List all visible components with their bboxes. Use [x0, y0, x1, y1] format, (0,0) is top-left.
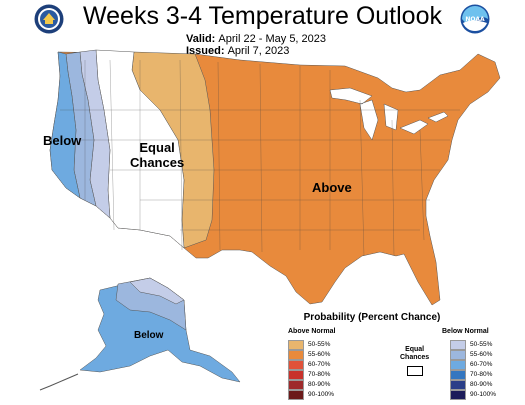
doc-seal-icon: [34, 4, 64, 34]
valid-value: April 22 - May 5, 2023: [218, 33, 327, 45]
legend-equal-label-1: Equal: [405, 346, 425, 353]
legend: Probability (Percent Chance) Above Norma…: [282, 312, 518, 404]
legend-equal-label-2: Chances: [400, 354, 430, 361]
label-above: Above: [312, 180, 352, 195]
label-below-west: Below: [43, 133, 82, 148]
legend-above-header: Above Normal: [288, 328, 336, 335]
legend-below-range: 60-70%: [470, 361, 493, 368]
legend-above-swatch: [288, 340, 304, 350]
label-below-alaska: Below: [134, 330, 164, 341]
aleutians: [39, 373, 79, 391]
legend-title: Probability (Percent Chance): [303, 312, 441, 323]
legend-above-range: 60-70%: [308, 361, 331, 368]
legend-below-swatch: [450, 390, 466, 400]
svg-text:NOAA: NOAA: [465, 16, 485, 23]
legend-above-swatch: [288, 380, 304, 390]
issued-value: April 7, 2023: [227, 45, 290, 57]
legend-above-swatch: [288, 350, 304, 360]
legend-below-header: Below Normal: [442, 328, 489, 335]
legend-below-swatch: [450, 380, 466, 390]
legend-above-range: 70-80%: [308, 371, 331, 378]
legend-below-swatch: [450, 350, 466, 360]
legend-above-range: 55-60%: [308, 351, 331, 358]
legend-equal-swatch: [407, 366, 423, 376]
legend-above-swatch: [288, 370, 304, 380]
legend-below-swatch: [450, 360, 466, 370]
legend-above-range: 90-100%: [308, 391, 335, 398]
legend-equal-chances: Equal Chances: [400, 346, 429, 362]
legend-below-swatch: [450, 370, 466, 380]
legend-below-range: 55-60%: [470, 351, 493, 358]
region-alaska-below-50-55: [129, 277, 185, 305]
legend-above-swatch: [288, 390, 304, 400]
noaa-logo-icon: NOAA: [460, 4, 490, 34]
legend-below-range: 90-100%: [470, 391, 497, 398]
legend-below-swatch: [450, 340, 466, 350]
label-equal-chances: Equal Chances: [130, 140, 185, 170]
legend-above-range: 80-90%: [308, 381, 331, 388]
legend-below-range: 50-55%: [470, 341, 493, 348]
legend-above-swatch: [288, 360, 304, 370]
legend-below-range: 70-80%: [470, 371, 493, 378]
page-title: Weeks 3-4 Temperature Outlook: [83, 2, 442, 30]
region-below-60-70: [49, 51, 81, 199]
valid-dates: Valid: April 22 - May 5, 2023: [186, 33, 326, 45]
legend-below-range: 80-90%: [470, 381, 493, 388]
great-lakes: [329, 87, 449, 141]
valid-label: Valid:: [186, 33, 216, 45]
legend-above-range: 50-55%: [308, 341, 331, 348]
